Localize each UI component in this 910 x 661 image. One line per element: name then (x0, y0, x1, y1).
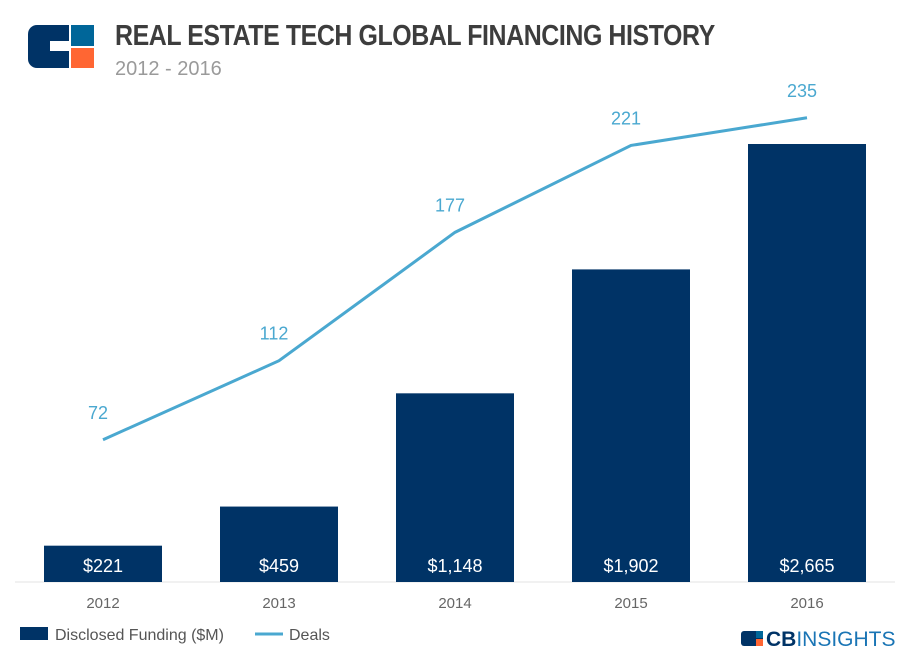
bar-2013 (220, 506, 338, 582)
deals-line (102, 116, 808, 442)
x-tick-2012: 2012 (86, 595, 119, 612)
bar-label-2012: $221 (83, 556, 123, 576)
deals-label-2016: 235 (787, 81, 817, 101)
bar-2012 (44, 545, 162, 582)
chart-subtitle: 2012 - 2016 (115, 58, 222, 80)
x-tick-2013: 2013 (262, 595, 295, 612)
deals-label-2013: 112 (260, 324, 289, 344)
cb-logo-icon (28, 25, 94, 68)
bar-2016 (748, 144, 866, 582)
deals-label-2012: 72 (88, 403, 108, 423)
bar-label-2015: $1,902 (603, 556, 658, 576)
x-tick-2014: 2014 (438, 595, 471, 612)
chart-title: REAL ESTATE TECH GLOBAL FINANCING HISTOR… (115, 20, 715, 52)
x-tick-2016: 2016 (790, 595, 823, 612)
bar-label-2014: $1,148 (427, 556, 482, 576)
bar-2014 (396, 393, 514, 582)
x-tick-2015: 2015 (614, 595, 647, 612)
deals-label-2014: 177 (435, 195, 465, 215)
bar-label-2016: $2,665 (779, 556, 834, 576)
bar-2015 (572, 269, 690, 582)
bar-label-2013: $459 (259, 556, 299, 576)
deals-label-2015: 221 (611, 108, 641, 128)
